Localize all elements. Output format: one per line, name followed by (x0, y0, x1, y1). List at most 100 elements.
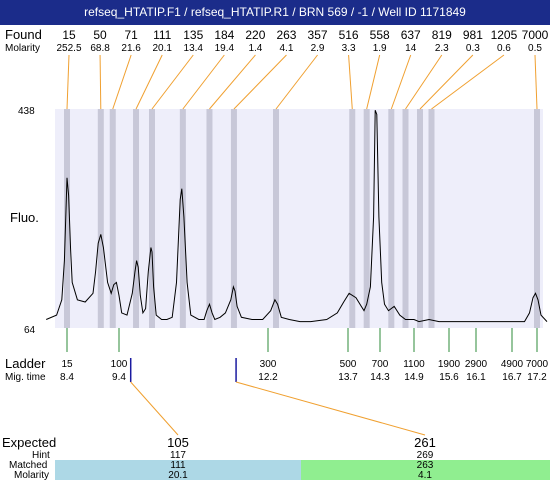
peak-band (273, 109, 279, 328)
peak-band (388, 109, 395, 328)
found-connector (405, 54, 443, 110)
matched-value: 111 (170, 460, 186, 471)
matched-cell-1 (55, 460, 301, 480)
found-size-label: 263 (276, 28, 296, 42)
plot-area (55, 109, 543, 328)
ladder-time-label: 17.2 (527, 372, 547, 383)
expected-connector (235, 381, 426, 436)
ladder-size-label: 15 (61, 359, 73, 370)
ladder-time-label: 14.9 (404, 372, 424, 383)
found-molarity-label: 2.9 (311, 43, 325, 54)
found-molarity-label: 0.6 (497, 43, 511, 54)
peak-band (97, 109, 104, 328)
found-label: Found (5, 27, 42, 42)
found-connector (99, 54, 102, 110)
found-molarity-label: 68.8 (90, 43, 110, 54)
found-molarity-label: 1.9 (373, 43, 387, 54)
found-size-label: 558 (370, 28, 390, 42)
found-molarity-label: 0.3 (466, 43, 480, 54)
hint-value: 269 (417, 450, 434, 461)
ladder-time-label: 8.4 (60, 372, 74, 383)
found-molarity-label: 1.4 (248, 43, 262, 54)
expected-connector (130, 381, 179, 436)
found-connector (233, 54, 287, 110)
peak-band (363, 109, 370, 328)
ladder-time-label: 9.4 (112, 372, 126, 383)
found-molarity-label: 3.3 (342, 43, 356, 54)
ladder-time-label: 16.7 (502, 372, 522, 383)
peak-band (417, 109, 423, 328)
found-connector (112, 54, 132, 110)
peak-band (133, 109, 140, 328)
found-molarity-label: 252.5 (56, 43, 81, 54)
molarity-row-label: Molarity (14, 470, 49, 480)
ladder-size-label: 1100 (403, 359, 425, 370)
found-connector (366, 54, 381, 110)
found-connector (182, 54, 225, 110)
hint-value: 117 (170, 450, 186, 461)
found-size-label: 516 (339, 28, 359, 42)
mig-time-label: Mig. time (5, 372, 46, 383)
window-title: refseq_HTATIP.F1 / refseq_HTATIP.R1 / BR… (0, 0, 550, 25)
found-size-label: 637 (401, 28, 421, 42)
y-top-label: 438 (18, 106, 35, 117)
found-connector (390, 54, 412, 110)
found-molarity-label: 14 (405, 43, 417, 54)
found-size-label: 220 (245, 28, 265, 42)
ladder-size-label: 100 (111, 359, 128, 370)
hint-label: Hint (32, 450, 50, 461)
ladder-size-label: 700 (372, 359, 389, 370)
matched-cell-2 (301, 460, 550, 480)
ladder-time-label: 14.3 (370, 372, 390, 383)
expected-value: 261 (414, 435, 436, 450)
found-connector (151, 54, 194, 110)
y-bottom-label: 64 (24, 325, 36, 336)
found-size-label: 981 (463, 28, 483, 42)
found-connector (135, 54, 163, 110)
molarity-label: Molarity (5, 43, 40, 54)
found-connector (209, 54, 256, 110)
molarity-value: 20.1 (168, 470, 188, 480)
matched-label: Matched (9, 460, 47, 471)
matched-value: 263 (417, 460, 434, 471)
found-connector (66, 54, 70, 110)
found-size-label: 111 (153, 28, 172, 42)
ladder-time-label: 15.6 (439, 372, 459, 383)
found-connector (431, 54, 505, 110)
peak-band (428, 109, 435, 328)
found-molarity-label: 21.6 (121, 43, 141, 54)
found-molarity-label: 20.1 (152, 43, 172, 54)
found-size-label: 135 (183, 28, 203, 42)
found-molarity-label: 19.4 (215, 43, 235, 54)
found-molarity-label: 2.3 (435, 43, 449, 54)
found-size-label: 357 (308, 28, 328, 42)
found-size-label: 50 (93, 28, 107, 42)
found-size-label: 184 (214, 28, 234, 42)
ladder-time-label: 12.2 (258, 372, 278, 383)
peak-band (179, 109, 186, 328)
peak-band (206, 109, 213, 328)
found-molarity-label: 4.1 (280, 43, 294, 54)
found-size-label: 819 (432, 28, 452, 42)
found-connector (348, 54, 353, 110)
found-molarity-label: 0.5 (528, 43, 542, 54)
peak-band (349, 109, 356, 328)
ladder-size-label: 1900 (438, 359, 461, 370)
found-size-label: 71 (124, 28, 138, 42)
expected-label: Expected (2, 435, 56, 450)
ladder-label: Ladder (5, 356, 46, 371)
found-molarity-label: 13.4 (184, 43, 204, 54)
peak-band (534, 109, 540, 328)
peak-band (64, 109, 70, 328)
ladder-size-label: 300 (260, 359, 277, 370)
expected-value: 105 (167, 435, 189, 450)
found-connector (419, 54, 474, 110)
found-connector (275, 54, 318, 110)
found-size-label: 1205 (491, 28, 518, 42)
ladder-size-label: 4900 (501, 359, 524, 370)
ladder-size-label: 7000 (526, 359, 549, 370)
peak-band (109, 109, 116, 328)
ladder-size-label: 2900 (465, 359, 488, 370)
ladder-size-label: 500 (340, 359, 357, 370)
